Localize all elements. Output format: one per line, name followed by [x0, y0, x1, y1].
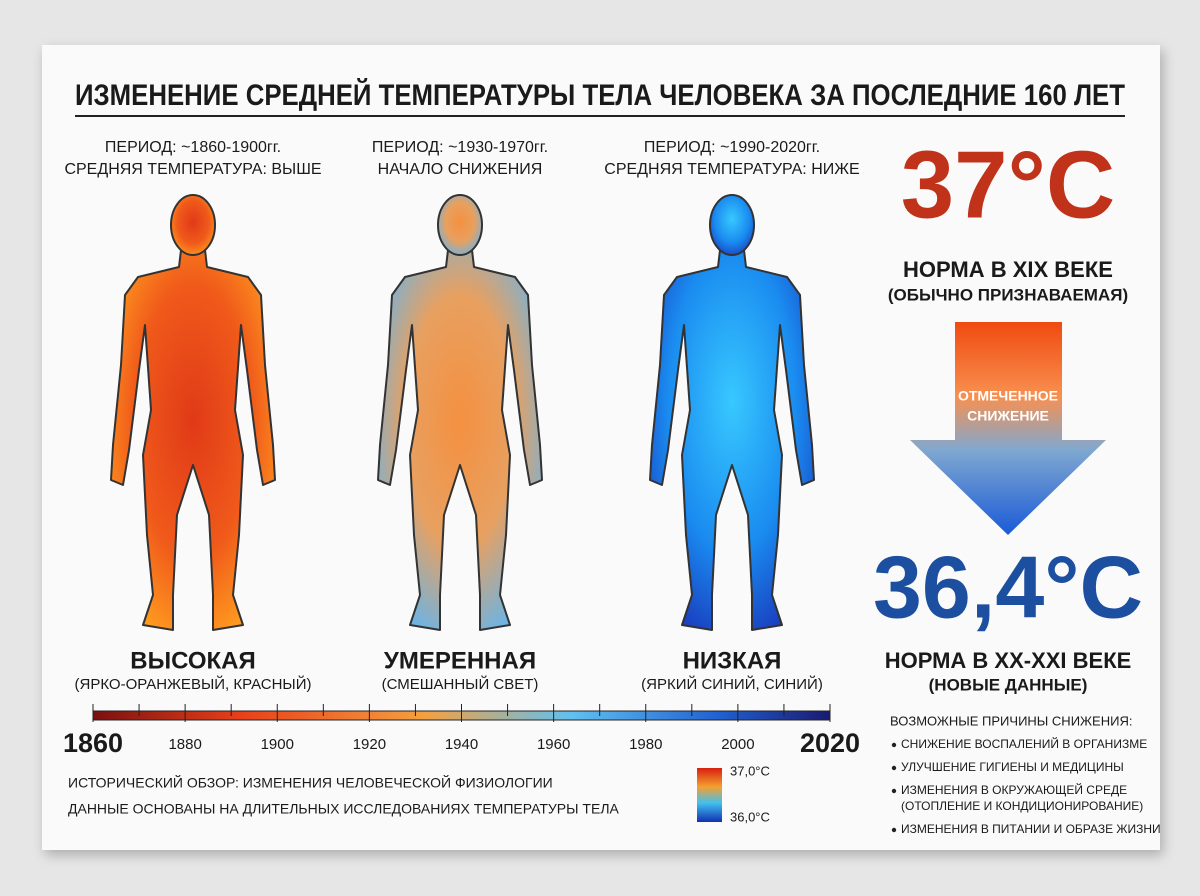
arrow-text: ОТМЕЧЕННОЕ — [958, 388, 1058, 404]
cause: ИЗМЕНЕНИЯ В ОКРУЖАЮЩЕЙ СРЕДЕ — [901, 782, 1127, 797]
old-norm: НОРМА В XIX ВЕКЕ — [903, 257, 1113, 282]
level-sublabel: (СМЕШАННЫЙ СВЕТ) — [382, 675, 539, 693]
level-sublabel: (ЯРКО-ОРАНЖЕВЫЙ, КРАСНЫЙ) — [75, 675, 312, 693]
timeline-year: 1920 — [353, 736, 386, 753]
old-temp: 37°C — [901, 131, 1116, 238]
new-norm: НОРМА В XX-XXI ВЕКЕ — [885, 648, 1132, 673]
period-note: СРЕДНЯЯ ТЕМПЕРАТУРА: НИЖЕ — [604, 161, 859, 178]
cause: СНИЖЕНИЕ ВОСПАЛЕНИЙ В ОРГАНИЗМЕ — [901, 736, 1147, 751]
cause: ИЗМЕНЕНИЯ В ПИТАНИИ И ОБРАЗЕ ЖИЗНИ — [901, 822, 1161, 836]
bullet — [891, 788, 897, 794]
new-note: (НОВЫЕ ДАННЫЕ) — [929, 675, 1088, 694]
arrow-text: СНИЖЕНИЕ — [967, 408, 1049, 424]
bullet — [891, 742, 897, 748]
timeline-year: 1900 — [261, 736, 294, 753]
timeline-year: 2020 — [800, 728, 860, 758]
period: ПЕРИОД: ~1990-2020гг. — [644, 139, 820, 156]
legend-min: 36,0°C — [730, 809, 770, 824]
causes-title: ВОЗМОЖНЫЕ ПРИЧИНЫ СНИЖЕНИЯ: — [890, 713, 1132, 728]
timeline-year: 1880 — [168, 736, 201, 753]
footer-line: ДАННЫЕ ОСНОВАНЫ НА ДЛИТЕЛЬНЫХ ИССЛЕДОВАН… — [68, 801, 620, 817]
new-temp: 36,4°C — [873, 537, 1143, 636]
level-label: НИЗКАЯ — [683, 647, 782, 674]
period: ПЕРИОД: ~1930-1970гг. — [372, 139, 548, 156]
cause: (ОТОПЛЕНИЕ И КОНДИЦИОНИРОВАНИЕ) — [901, 799, 1143, 813]
period-note: НАЧАЛО СНИЖЕНИЯ — [378, 161, 543, 178]
title: ИЗМЕНЕНИЕ СРЕДНЕЙ ТЕМПЕРАТУРЫ ТЕЛА ЧЕЛОВ… — [75, 78, 1125, 112]
cause: УЛУЧШЕНИЕ ГИГИЕНЫ И МЕДИЦИНЫ — [901, 760, 1124, 774]
footer-line: ИСТОРИЧЕСКИЙ ОБЗОР: ИЗМЕНЕНИЯ ЧЕЛОВЕЧЕСК… — [68, 774, 553, 791]
level-label: УМЕРЕННАЯ — [384, 647, 536, 674]
legend-max: 37,0°C — [730, 763, 770, 778]
legend-bar — [697, 768, 722, 822]
level-sublabel: (ЯРКИЙ СИНИЙ, СИНИЙ) — [641, 675, 823, 693]
decline-arrow — [910, 322, 1106, 535]
bullet — [891, 827, 897, 833]
timeline-year: 1860 — [63, 728, 123, 758]
level-label: ВЫСОКАЯ — [130, 647, 255, 674]
timeline-year: 1980 — [629, 736, 662, 753]
period: ПЕРИОД: ~1860-1900гг. — [105, 139, 281, 156]
bullet — [891, 765, 897, 771]
timeline-year: 1960 — [537, 736, 570, 753]
old-note: (ОБЫЧНО ПРИЗНАВАЕМАЯ) — [888, 285, 1128, 304]
timeline-year: 1940 — [445, 736, 478, 753]
timeline-year: 2000 — [721, 736, 754, 753]
period-note: СРЕДНЯЯ ТЕМПЕРАТУРА: ВЫШЕ — [64, 161, 321, 178]
